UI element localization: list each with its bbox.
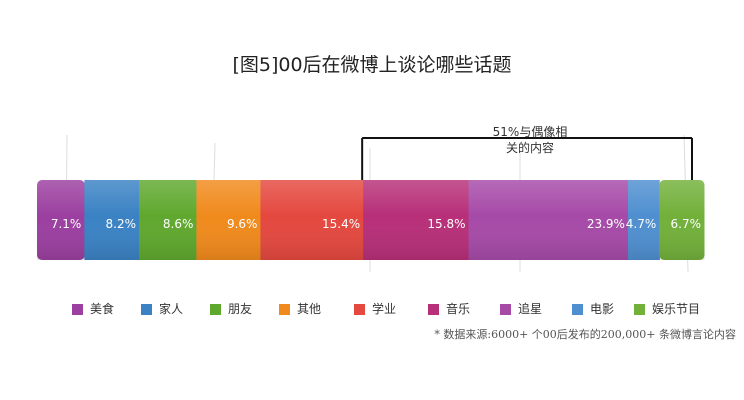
value-label: 8.2%: [106, 217, 137, 231]
value-label: 8.6%: [163, 217, 194, 231]
legend-label: 电影: [590, 302, 615, 316]
legend-label: 学业: [372, 302, 397, 316]
bar-segment-shade: [627, 180, 660, 260]
value-label: 15.8%: [427, 217, 465, 231]
annotation-bracket: [361, 137, 693, 180]
bar-segment-shade: [84, 180, 140, 260]
legend-label: 追星: [518, 302, 543, 316]
legend-swatch: [500, 304, 511, 315]
legend-label: 朋友: [228, 302, 253, 316]
legend-swatch: [634, 304, 645, 315]
legend-swatch: [141, 304, 152, 315]
value-label: 7.1%: [51, 217, 82, 231]
bar-segment-shade: [37, 180, 85, 260]
legend-swatch: [279, 304, 290, 315]
stacked-bar-chart: 7.1% 8.2% 8.6% 9.6% 15.4% 15.8% 23.9% 4.7% 6.7%: [37, 134, 705, 273]
bar-segment-shade: [659, 180, 705, 260]
annotation-label: 51%与偶像相 关的内容: [492, 125, 568, 155]
value-label: 4.7%: [626, 217, 657, 231]
value-label: 9.6%: [227, 217, 258, 231]
value-label: 15.4%: [322, 217, 360, 231]
legend-swatch: [428, 304, 439, 315]
bar-segment-shade: [363, 180, 470, 260]
legend-swatch: [210, 304, 221, 315]
legend-swatch: [72, 304, 83, 315]
legend-label: 娱乐节目: [652, 302, 701, 316]
legend-swatch: [354, 304, 365, 315]
bar-segment-shade: [468, 180, 629, 260]
legend: 美食 家人 朋友 其他 学业 音乐 追星 电影 娱乐节目: [72, 301, 732, 317]
legend-label: 其他: [297, 302, 322, 316]
chart-title: [图5]00后在微博上谈论哪些话题: [232, 54, 512, 76]
legend-label: 音乐: [446, 302, 471, 316]
bar-segments: 7.1% 8.2% 8.6% 9.6% 15.4% 15.8% 23.9% 4.7% 6.7%: [37, 180, 705, 260]
bar-segment-shade: [196, 180, 261, 260]
value-label: 23.9%: [587, 217, 625, 231]
source-note: * 数据来源:6000+ 个00后发布的200,000+ 条微博言论内容: [434, 328, 736, 341]
bar-segment-shade: [260, 180, 364, 260]
legend-swatch: [572, 304, 583, 315]
bar-segment-shade: [139, 180, 197, 260]
legend-label: 家人: [159, 302, 184, 316]
legend-label: 美食: [90, 302, 115, 316]
value-label: 6.7%: [671, 217, 702, 231]
